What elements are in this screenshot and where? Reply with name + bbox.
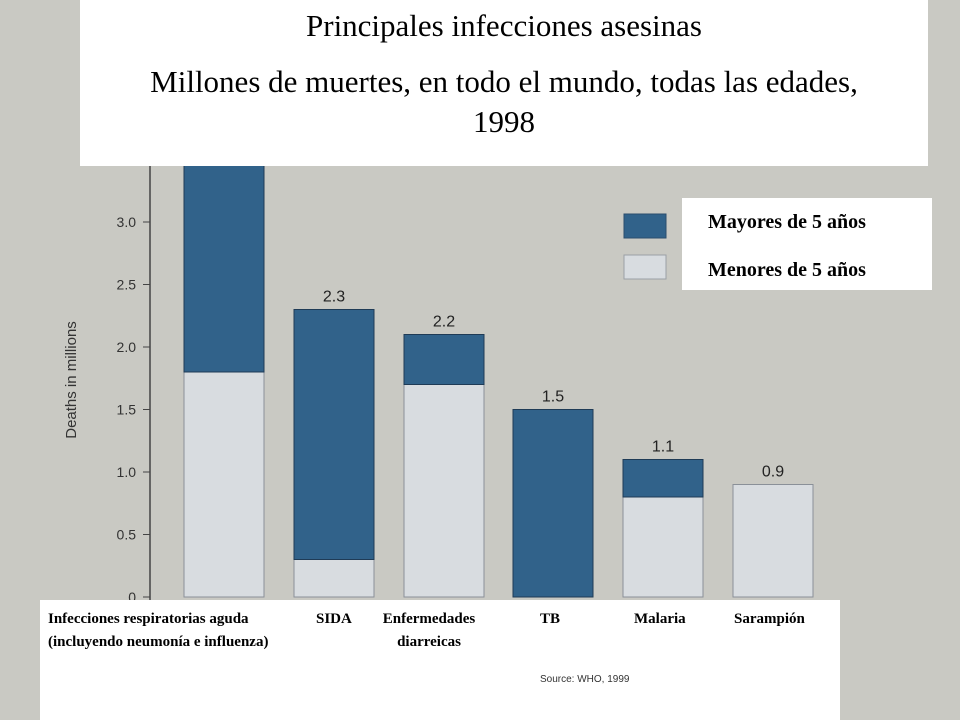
bar-over5 [183, 159, 265, 373]
bars [183, 159, 814, 598]
bar-under5 [622, 496, 704, 598]
bar-over5 [403, 334, 485, 385]
bar-value-label: 2.2 [433, 314, 455, 331]
legend-label-over5: Mayores de 5 años [708, 211, 866, 233]
bar-over5 [293, 309, 375, 560]
bar-over5 [512, 409, 594, 598]
source-note: Source: WHO, 1999 [540, 674, 630, 685]
bar-under5 [732, 484, 814, 598]
y-axis-title: Deaths in millions [63, 321, 80, 439]
category-label-malaria: Malaria [634, 611, 686, 627]
bar-under5 [293, 559, 375, 598]
y-tick-label: 0 [128, 589, 136, 605]
bar-over5 [622, 459, 704, 498]
y-tick-label: 1.0 [117, 464, 137, 480]
y-tick-label: 1.5 [117, 402, 137, 418]
value-labels: 2.3 2.2 1.5 1.1 0.9 [323, 289, 784, 481]
y-ticks: 0 0.5 1.0 1.5 2.0 2.5 3.0 [117, 214, 150, 605]
category-label-measles: Sarampión [734, 611, 805, 627]
y-tick-label: 0.5 [117, 527, 137, 543]
y-tick-label: 2.0 [117, 339, 137, 355]
bar-under5 [183, 371, 265, 598]
bar-under5 [403, 384, 485, 598]
category-label-aids: SIDA [316, 611, 352, 627]
bar-value-label: 1.5 [542, 389, 564, 406]
y-tick-label: 3.0 [117, 214, 137, 230]
category-label-tb: TB [540, 611, 561, 627]
y-tick-label: 2.5 [117, 277, 137, 293]
chart-subtitle: Millones de muertes, en todo el mundo, t… [150, 64, 858, 139]
category-label-diarrheal: Enfermedades diarreicas [382, 611, 476, 650]
title-panel: Principales infecciones asesinas Millone… [80, 0, 928, 166]
chart-title: Principales infecciones asesinas [306, 8, 702, 43]
bar-value-label: 2.3 [323, 289, 345, 306]
category-labels-panel: Infecciones respiratorias aguda (incluye… [40, 600, 840, 720]
bar-value-label: 1.1 [652, 439, 674, 456]
legend-label-under5: Menores de 5 años [708, 259, 866, 281]
bar-value-label: 0.9 [762, 464, 784, 481]
category-label-resp: Infecciones respiratorias aguda (incluye… [48, 611, 269, 650]
legend: Mayores de 5 años Menores de 5 años [682, 198, 932, 290]
